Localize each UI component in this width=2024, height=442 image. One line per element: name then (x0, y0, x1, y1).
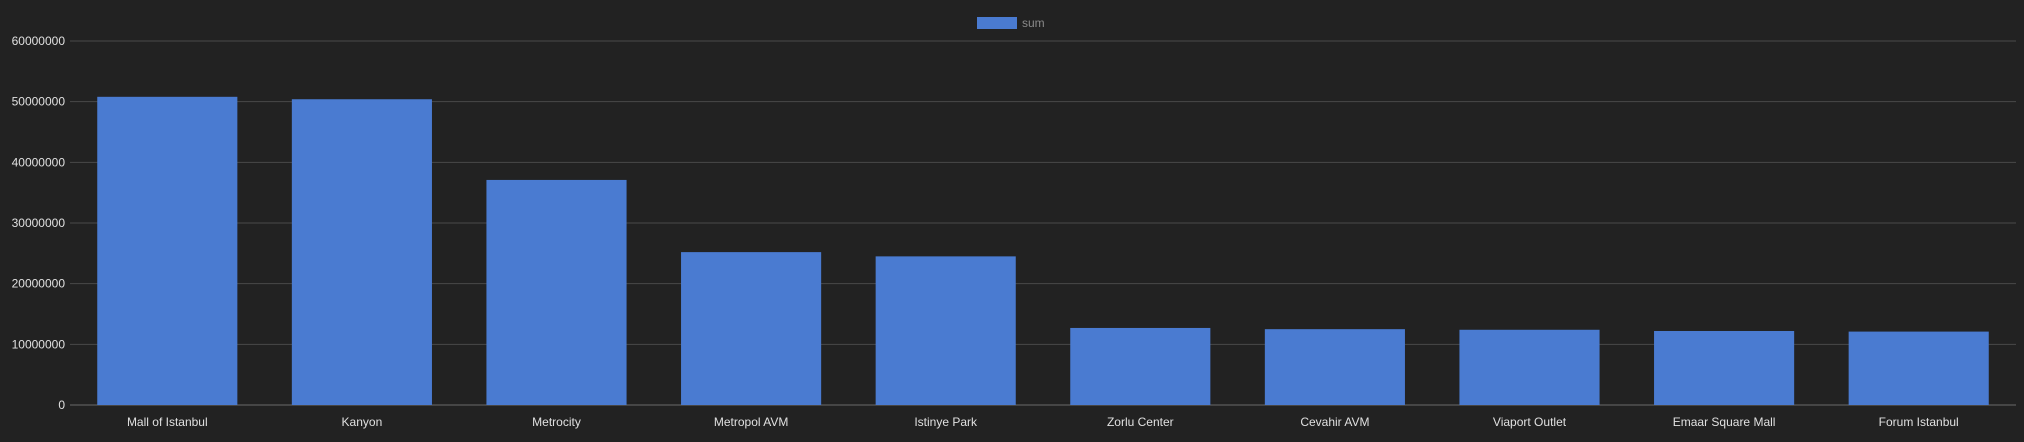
x-axis-ticks: Mall of Istanbul Kanyon Metrocity Metropol … (127, 415, 1959, 429)
bar[interactable] (1070, 327, 1211, 405)
bars (97, 96, 1989, 406)
bar[interactable] (1654, 330, 1795, 405)
y-tick-label: 50000000 (12, 95, 66, 109)
bar[interactable] (1459, 329, 1600, 405)
x-tick-label: Metropol AVM (714, 415, 788, 429)
bar[interactable] (486, 179, 627, 405)
y-tick-label: 60000000 (12, 34, 66, 48)
x-tick-label: Forum Istanbul (1879, 415, 1959, 429)
bar[interactable] (291, 99, 432, 406)
x-tick-label: Emaar Square Mall (1673, 415, 1776, 429)
x-tick-label: Zorlu Center (1107, 415, 1174, 429)
y-tick-label: 0 (58, 398, 65, 412)
bar[interactable] (1264, 329, 1405, 405)
y-axis-ticks: 0 10000000 20000000 30000000 40000000 5000000… (12, 34, 66, 412)
x-tick-label: Metrocity (532, 415, 581, 429)
legend[interactable]: sum (977, 16, 1045, 30)
legend-label-sum[interactable]: sum (1022, 16, 1045, 30)
x-tick-label: Kanyon (342, 415, 383, 429)
legend-swatch-sum[interactable] (977, 17, 1017, 29)
x-tick-label: Cevahir AVM (1300, 415, 1369, 429)
bar[interactable] (875, 256, 1016, 405)
x-tick-label: Istinye Park (914, 415, 978, 429)
y-tick-label: 40000000 (12, 155, 66, 169)
x-tick-label: Mall of Istanbul (127, 415, 208, 429)
y-tick-label: 20000000 (12, 277, 66, 291)
y-tick-label: 30000000 (12, 216, 66, 230)
bar[interactable] (1848, 331, 1989, 405)
x-tick-label: Viaport Outlet (1493, 415, 1567, 429)
y-tick-label: 10000000 (12, 337, 66, 351)
bar[interactable] (97, 96, 238, 406)
bar[interactable] (681, 252, 822, 405)
